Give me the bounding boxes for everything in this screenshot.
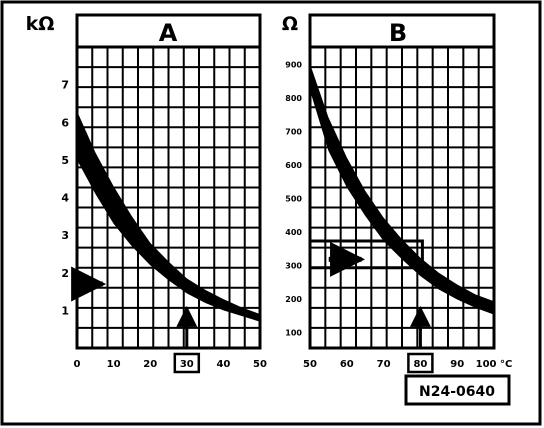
y-tick-label: 6 bbox=[61, 116, 69, 129]
panel-a-title: A bbox=[159, 19, 178, 47]
x-tick-label: 30 bbox=[180, 359, 194, 370]
y-tick-label: 2 bbox=[61, 267, 69, 280]
y-tick-label: 200 bbox=[285, 295, 302, 304]
panel-a-y-unit: kΩ bbox=[26, 13, 55, 35]
x-tick-label: 100 °C bbox=[476, 359, 513, 370]
y-tick-label: 5 bbox=[61, 154, 69, 167]
x-tick-label: 50 bbox=[253, 359, 267, 370]
x-tick-label: 40 bbox=[216, 359, 230, 370]
y-tick-label: 100 bbox=[285, 328, 302, 337]
panel-b-title-box bbox=[308, 13, 496, 49]
x-tick-label: 60 bbox=[340, 359, 354, 370]
figure-id-label: N24-0640 bbox=[419, 384, 495, 400]
x-tick-label: 70 bbox=[377, 359, 391, 370]
y-tick-label: 1 bbox=[61, 304, 69, 317]
panel-a: A kΩ 1 2 3 4 5 6 7 0 10 20 30 40 50 bbox=[26, 13, 267, 374]
x-tick-label: 20 bbox=[143, 359, 157, 370]
figure-id-box bbox=[404, 374, 511, 406]
x-tick-highlight-box bbox=[407, 352, 434, 374]
y-tick-label: 800 bbox=[285, 94, 302, 103]
panel-b-y-tick-labels: 100 200 300 400 500 600 700 800 900 bbox=[285, 61, 302, 338]
panel-b-x-tick-labels: 50 60 70 80 90 100 °C bbox=[303, 352, 513, 374]
y-tick-label: 4 bbox=[61, 192, 69, 205]
panel-b-range-bracket bbox=[310, 239, 424, 270]
x-tick-label: 0 bbox=[74, 359, 81, 370]
x-tick-label: 90 bbox=[450, 359, 464, 370]
x-tick-label: 10 bbox=[107, 359, 121, 370]
y-tick-label: 7 bbox=[61, 79, 69, 92]
panel-a-resistance-band bbox=[77, 111, 260, 322]
panel-a-x-tick-labels: 0 10 20 30 40 50 bbox=[74, 352, 267, 374]
y-tick-label: 500 bbox=[285, 195, 302, 204]
panel-a-y-tick-labels: 1 2 3 4 5 6 7 bbox=[61, 79, 69, 318]
panel-b-title: B bbox=[389, 19, 407, 47]
y-tick-label: 900 bbox=[285, 61, 302, 70]
y-tick-label: 300 bbox=[285, 261, 302, 270]
x-tick-highlight-box bbox=[173, 352, 201, 374]
panel-b-y-unit: Ω bbox=[282, 13, 298, 35]
x-tick-label: 50 bbox=[303, 359, 317, 370]
x-tick-label: 80 bbox=[413, 359, 427, 370]
y-tick-label: 400 bbox=[285, 228, 302, 237]
panel-b: B Ω 100 200 300 400 500 600 700 800 900 50 60 70 80… bbox=[282, 13, 513, 374]
y-tick-label: 3 bbox=[61, 229, 69, 242]
panel-a-grid bbox=[77, 47, 260, 348]
y-tick-label: 600 bbox=[285, 161, 302, 170]
y-tick-label: 700 bbox=[285, 128, 302, 137]
